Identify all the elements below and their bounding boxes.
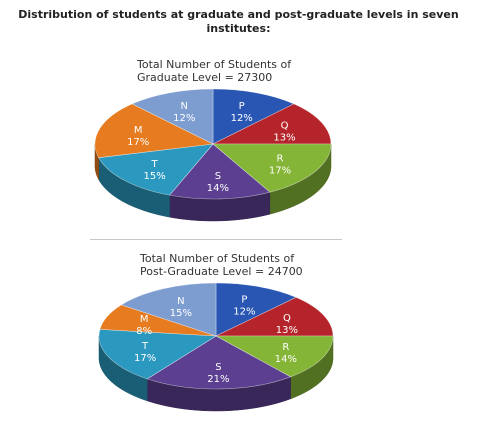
pie-2-slice-R (215, 335, 334, 378)
pie-1-label-R: R (277, 154, 284, 165)
pie-1-value-P: 12% (231, 113, 253, 124)
pie-1-slice-N (131, 88, 214, 145)
postgraduate-chart-title: Total Number of Students of Post-Graduat… (140, 252, 303, 278)
pie-1-value-N: 12% (173, 113, 195, 124)
pie-2-slice-T (98, 329, 217, 380)
pie-2-label-T: T (141, 341, 149, 352)
pie-1-value-T: 15% (143, 171, 165, 182)
heading-line-2: institutes: (206, 22, 271, 35)
pie-1-value-M: 17% (127, 137, 149, 148)
chart-divider (90, 239, 342, 240)
pie-2-value-M: 8% (136, 326, 152, 337)
pie-2-value-R: 14% (275, 354, 297, 365)
pie-2-value-T: 17% (134, 353, 156, 364)
pie-2-label-Q: Q (283, 313, 291, 324)
page-heading: Distribution of students at graduate and… (0, 8, 477, 36)
pie-1-slice-P (212, 88, 295, 145)
pie-2-slice-N (120, 282, 217, 337)
pie-1-slice-Q (212, 103, 332, 145)
pie-1-slice-M (94, 103, 215, 159)
heading-line-1: Distribution of students at graduate and… (18, 8, 459, 21)
pie-1-label-N: N (181, 101, 188, 112)
pie-1-value-S: 14% (207, 183, 229, 194)
pie-1-label-P: P (239, 101, 245, 112)
pie-2-value-S: 21% (207, 374, 229, 385)
graduate-chart-title: Total Number of Students of Graduate Lev… (137, 58, 291, 84)
pie-1-slice-T (98, 143, 214, 196)
pie-2-value-P: 12% (233, 307, 255, 318)
pie-2-slice-Q (215, 297, 334, 337)
pie-2-label-R: R (282, 342, 289, 353)
pie-2-label-M: M (140, 314, 149, 325)
pie-1-slice-S (168, 143, 271, 200)
graduate-title-line-2: Graduate Level = 27300 (137, 71, 273, 84)
graduate-title-line-1: Total Number of Students of (137, 58, 292, 71)
postgraduate-title-line-1: Total Number of Students of (140, 252, 295, 265)
pie-1-value-Q: 13% (273, 133, 295, 144)
pie-2-label-S: S (215, 362, 221, 373)
pie-1-label-S: S (215, 171, 221, 182)
pie-1-slice-R (212, 143, 332, 193)
pie-2-slice-S (146, 335, 292, 390)
pie-2-value-N: 15% (170, 308, 192, 319)
pie-1-sides (94, 143, 332, 222)
pie-1-label-T: T (151, 159, 159, 170)
pie-2-label-N: N (177, 296, 184, 307)
pie-1-value-R: 17% (269, 166, 291, 177)
pie-1-label-M: M (134, 125, 143, 136)
postgraduate-title-line-2: Post-Graduate Level = 24700 (140, 265, 303, 278)
pie-2-label-P: P (241, 295, 247, 306)
pie-2-slice-P (215, 282, 297, 337)
pie-1-label-Q: Q (281, 121, 289, 132)
pie-2-value-Q: 13% (276, 325, 298, 336)
